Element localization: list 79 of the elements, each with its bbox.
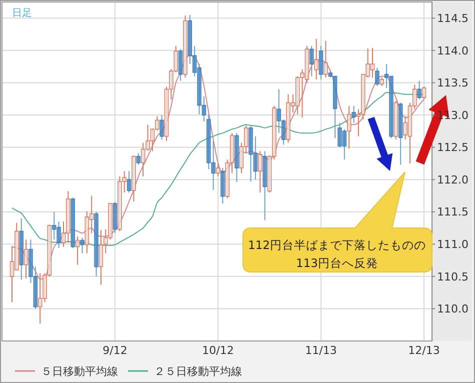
candlestick	[258, 150, 262, 193]
candlestick	[286, 94, 290, 144]
candlestick	[183, 15, 188, 78]
candlestick	[300, 68, 304, 118]
y-tick-label: 111.0	[437, 238, 468, 251]
candlestick	[346, 105, 352, 150]
candlestick	[216, 162, 220, 177]
y-tick-label: 110.0	[437, 302, 468, 316]
candlestick	[140, 142, 146, 177]
candlestick	[267, 155, 272, 193]
candlestick	[370, 47, 375, 78]
x-tick-label: 10/12	[202, 344, 234, 357]
y-tick-label: 114.5	[437, 12, 468, 25]
y-tick-label: 112.0	[437, 173, 468, 186]
candlestick	[272, 105, 276, 160]
legend-label: ５日移動平均線	[41, 364, 118, 378]
candlestick	[352, 105, 356, 124]
candlestick	[164, 86, 169, 142]
line-series	[12, 55, 424, 280]
candlestick	[318, 45, 324, 80]
candlestick	[38, 272, 42, 324]
candlestick	[174, 45, 178, 73]
candlestick	[375, 67, 380, 86]
x-tick-label: 9/12	[102, 344, 128, 357]
candlestick	[230, 132, 234, 174]
candlestick	[150, 128, 155, 152]
y-tick-label: 112.5	[437, 141, 468, 154]
candlestick	[417, 80, 422, 100]
candlestick	[118, 176, 122, 232]
x-tick-label: 12/13	[408, 344, 440, 357]
candlestick	[89, 195, 94, 234]
candlestick	[394, 100, 398, 140]
candlestick	[66, 190, 70, 244]
candlestick	[98, 229, 104, 286]
y-tick-label: 111.5	[437, 206, 468, 219]
candlestick	[24, 239, 28, 279]
candlestick	[146, 124, 150, 152]
candlestick	[412, 84, 417, 110]
candlestick	[126, 170, 132, 193]
candlestick	[122, 170, 126, 193]
candlestick	[310, 45, 314, 77]
text: 日足	[12, 8, 32, 19]
candlestick	[155, 116, 160, 131]
candlestick	[422, 86, 426, 100]
candlestick	[380, 77, 384, 86]
candlestick	[314, 38, 318, 80]
y-tick-label: 110.5	[437, 270, 468, 284]
legend-label: ２５日移動平均線	[154, 364, 242, 378]
candlestick	[136, 152, 141, 166]
candlestick	[408, 102, 412, 164]
candlestick	[225, 159, 230, 199]
candlestick	[324, 40, 328, 78]
candlestick	[132, 155, 136, 202]
candlestick	[14, 222, 19, 270]
candlestick	[239, 142, 244, 174]
candlestick	[75, 236, 80, 266]
candlestick	[47, 224, 52, 277]
candlestick	[104, 228, 108, 254]
x-tick-label: 11/13	[305, 344, 337, 357]
annotation: 112円台半ばまで下落したものの 113円台へ反発	[248, 238, 426, 270]
candlestick	[84, 210, 90, 254]
candlestick	[403, 116, 408, 140]
candlestick	[169, 68, 174, 100]
candlestick	[160, 114, 164, 140]
candlestick	[80, 237, 84, 254]
candlestick	[295, 76, 300, 115]
candlestick	[42, 272, 47, 303]
candlestick	[290, 94, 296, 113]
candlestick	[366, 48, 370, 78]
candlestick	[244, 124, 248, 154]
candlestick	[108, 202, 112, 240]
candlestick	[356, 108, 361, 137]
y-tick-label: 114.0	[437, 44, 468, 58]
candlestick	[178, 48, 183, 82]
candlestick	[361, 74, 366, 120]
candlestick	[304, 45, 310, 84]
y-tick-label: 113.5	[437, 76, 468, 90]
candlestick	[61, 221, 66, 248]
candlestick	[10, 246, 14, 303]
